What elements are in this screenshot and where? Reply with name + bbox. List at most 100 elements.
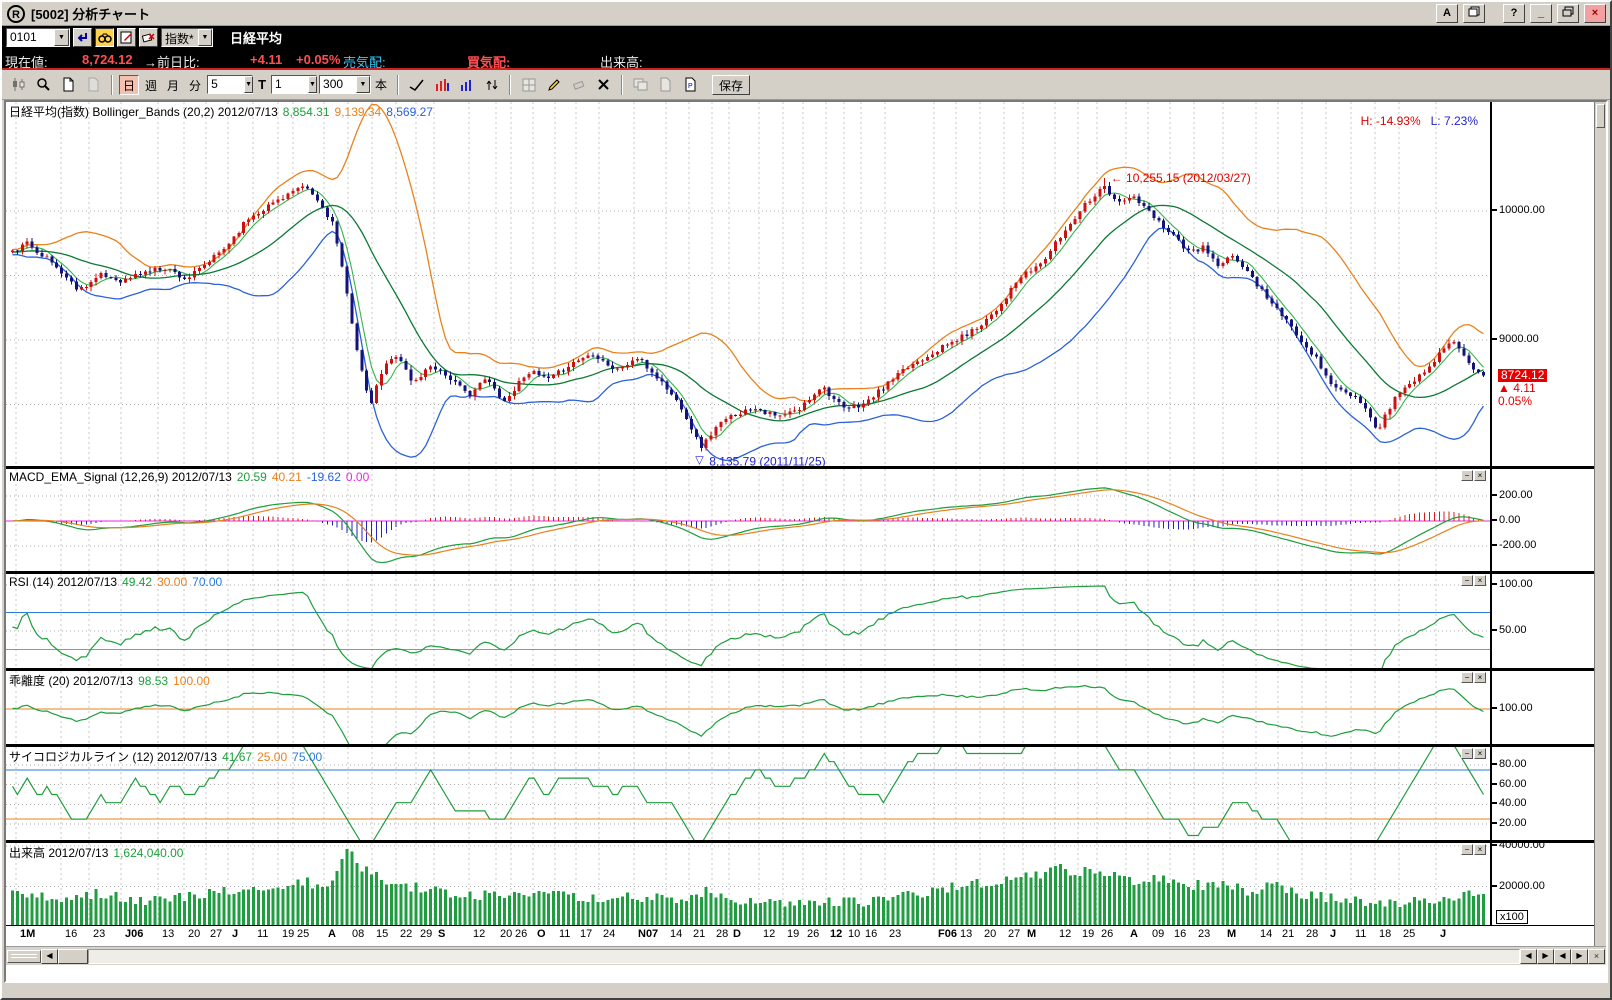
x-axis-label: 19 (787, 928, 800, 940)
page-copy-icon[interactable] (82, 73, 105, 96)
period-minute-button[interactable]: 分 (185, 74, 206, 95)
x-axis-label: O (537, 928, 546, 940)
x-axis-label: 1M (20, 928, 36, 940)
panel-minimize-button[interactable]: − (1461, 575, 1473, 586)
span-dropdown-icon[interactable]: ▼ (244, 76, 253, 93)
close-button[interactable]: × (1584, 4, 1606, 23)
horizontal-scrollbar[interactable]: ◀ ◀ ▶ ◀ ▶ × (6, 946, 1606, 965)
scrollbar-close-icon[interactable]: × (1588, 948, 1605, 964)
grid-table-icon[interactable] (517, 73, 541, 96)
x-axis-label: J (1330, 928, 1337, 940)
panel-close-button[interactable]: × (1474, 470, 1486, 481)
panel-psychological-line[interactable]: 80.00 60.00 40.00 20.00 サイコロジカルライン (12) 201… (6, 747, 1594, 843)
new-page-icon[interactable] (57, 73, 80, 96)
panel-minimize-button[interactable]: − (1461, 844, 1473, 855)
scroll-step-fwd-icon[interactable]: ▶ (1571, 948, 1588, 964)
x-axis-labels: 1M 16 23 J06 13 20 27 J 11 19 25 A 08 15 22 29 S 12 20 26 O 1… (6, 926, 1594, 946)
clear-delete-icon[interactable] (139, 28, 158, 47)
period-week-button[interactable]: 週 (141, 74, 162, 95)
bar-count-dropdown-icon[interactable]: ▼ (356, 76, 371, 93)
restore-button[interactable] (1557, 4, 1579, 23)
crosshair-pointer-icon[interactable] (405, 73, 429, 96)
panel-close-button[interactable]: × (1474, 672, 1486, 683)
panel-volume[interactable]: x100 40000.00 20000.00 出来高 2012/07/13 1,62… (6, 843, 1594, 926)
pencil-draw-icon[interactable] (542, 73, 566, 96)
scroll-left-icon[interactable]: ◀ (41, 948, 58, 964)
scrollbar-thumb[interactable] (58, 948, 88, 964)
interval-select[interactable]: 1 ▼ (271, 75, 318, 94)
panel-minimize-button[interactable]: − (1461, 672, 1473, 683)
scrollbar-track[interactable] (88, 948, 1520, 964)
panel-close-button[interactable]: × (1474, 575, 1486, 586)
layout-page-p-icon[interactable]: P (679, 73, 703, 96)
right-splitter-handle[interactable] (1596, 104, 1605, 128)
toolbar-separator (621, 74, 624, 95)
panel-buttons: − × (1461, 748, 1486, 759)
panel-close-button[interactable]: × (1474, 844, 1486, 855)
panel-macd[interactable]: 200.00 0.00 -200.00 MACD_EMA_Signal (12,26… (6, 469, 1594, 574)
panel-kairi-deviation[interactable]: 100.00 乖離度 (20) 2012/07/13 98.53 100.00 − × (6, 671, 1594, 747)
toolbar-separator (397, 74, 400, 95)
eraser-icon[interactable] (567, 73, 591, 96)
scrollbar-splitter-handle[interactable] (7, 949, 41, 963)
panel-buttons: − × (1461, 844, 1486, 855)
x-axis-label: 20 (984, 928, 997, 940)
scroll-left-end-icon[interactable]: ◀ (1520, 948, 1537, 964)
interval-dropdown-icon[interactable]: ▼ (308, 76, 317, 93)
x-axis-label: 20 (500, 928, 513, 940)
indicator-value: 98.53 (138, 674, 169, 688)
symbol-code-dropdown-icon[interactable]: ▼ (54, 29, 69, 46)
right-splitter-strip[interactable] (1594, 102, 1606, 946)
copy-window-icon[interactable] (1463, 4, 1485, 23)
indicator-value: 9,139.34 (334, 105, 382, 119)
panel-main-price-chart[interactable]: ← 10,255.15 (2012/03/27) ▽ 8,135.79 (2011/… (6, 102, 1594, 469)
panel-rsi[interactable]: 100.00 50.00 RSI (14) 2012/07/13 49.42 30.0… (6, 574, 1594, 671)
symbol-code-value: 0101 (7, 29, 54, 46)
price-tag-change: ▲ 4.11 (1498, 381, 1547, 395)
x-axis-label: 22 (400, 928, 413, 940)
binoculars-search-icon[interactable] (95, 28, 114, 47)
x-axis-label: 12 (763, 928, 776, 940)
sort-arrows-icon[interactable] (480, 73, 504, 96)
x-axis-label: 09 (1152, 928, 1165, 940)
panel-close-button[interactable]: × (1474, 748, 1486, 759)
layout-page-icon[interactable] (654, 73, 678, 96)
save-button[interactable]: 保存 (712, 74, 751, 95)
scroll-right-end-icon[interactable]: ▶ (1537, 948, 1554, 964)
span-select[interactable]: 5 ▼ (207, 75, 254, 94)
svg-text:8,135.79 (2011/11/25): 8,135.79 (2011/11/25) (709, 455, 825, 469)
symbol-code-input[interactable]: 0101 ▼ (6, 28, 70, 47)
period-month-button[interactable]: 月 (163, 74, 184, 95)
panel-minimize-button[interactable]: − (1461, 470, 1473, 481)
x-axis-label: 26 (515, 928, 528, 940)
help-button[interactable]: ? (1503, 4, 1525, 23)
panel-buttons: − × (1461, 470, 1486, 481)
kairi-axis: 100.00 (1490, 671, 1594, 744)
rsi-axis: 100.00 50.00 (1490, 574, 1594, 668)
panel-minimize-button[interactable]: − (1461, 748, 1473, 759)
diff-percent-value: +0.05% (296, 52, 341, 67)
edit-note-icon[interactable] (117, 28, 136, 47)
minimize-button[interactable]: _ (1530, 4, 1552, 23)
red-histogram-icon[interactable] (430, 73, 454, 96)
x-axis-label: 17 (580, 928, 593, 940)
blue-histogram-icon[interactable] (455, 73, 479, 96)
label-current-price: 現在値: (5, 55, 48, 70)
x-axis-label: M (1027, 928, 1037, 940)
font-a-button[interactable]: A (1436, 4, 1458, 23)
scroll-step-back-icon[interactable]: ◀ (1554, 948, 1571, 964)
zoom-icon[interactable] (32, 73, 55, 96)
volume-axis: x100 40000.00 20000.00 (1490, 843, 1594, 925)
x-axis-label: 27 (210, 928, 223, 940)
period-day-button[interactable]: 日 (119, 74, 140, 95)
bar-count-value: 300 (320, 76, 357, 93)
category-dropdown-icon[interactable]: ▼ (198, 29, 212, 46)
delete-x-icon[interactable] (592, 73, 616, 96)
bar-count-select[interactable]: 300 ▼ (319, 75, 372, 94)
current-price-value: 8,724.12 (82, 52, 133, 67)
enter-icon[interactable] (73, 28, 92, 47)
indicator-value: 8,569.27 (386, 105, 433, 119)
candlestick-chart-icon[interactable] (7, 73, 30, 96)
windows-stack-icon[interactable] (629, 73, 653, 96)
category-select[interactable]: 指数* ▼ (161, 28, 213, 47)
